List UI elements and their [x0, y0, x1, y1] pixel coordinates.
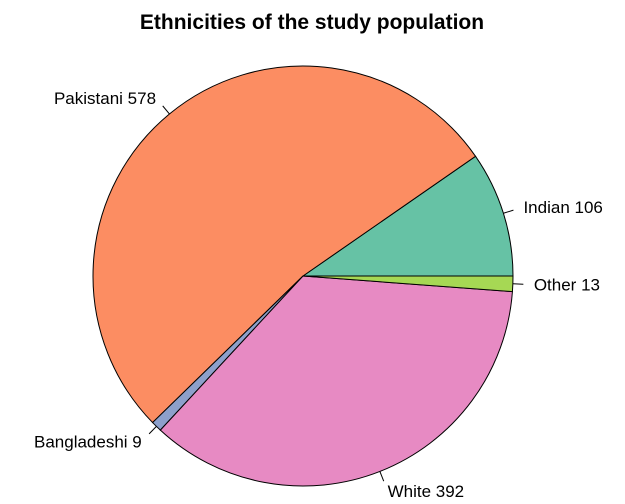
slice-label-pakistani: Pakistani 578	[54, 89, 156, 108]
leader-line-indian	[503, 209, 514, 214]
pie-slice-pakistani	[92, 65, 477, 424]
slice-label-other: Other 13	[534, 276, 600, 295]
leader-line-bangladeshi	[148, 426, 157, 435]
slice-label-bangladeshi: Bangladeshi 9	[34, 432, 142, 451]
leader-line-white	[379, 471, 385, 482]
pie-slices	[92, 65, 514, 487]
pie-slice-indian	[301, 155, 514, 277]
chart-title: Ethnicities of the study population	[140, 11, 484, 34]
pie-labels: Indian 106 Pakistani 578 Bangladeshi 9 Whit…	[34, 89, 603, 501]
leader-line-pakistani	[162, 105, 170, 115]
slice-label-indian: Indian 106	[523, 198, 602, 217]
slice-label-white: White 392	[388, 482, 465, 501]
